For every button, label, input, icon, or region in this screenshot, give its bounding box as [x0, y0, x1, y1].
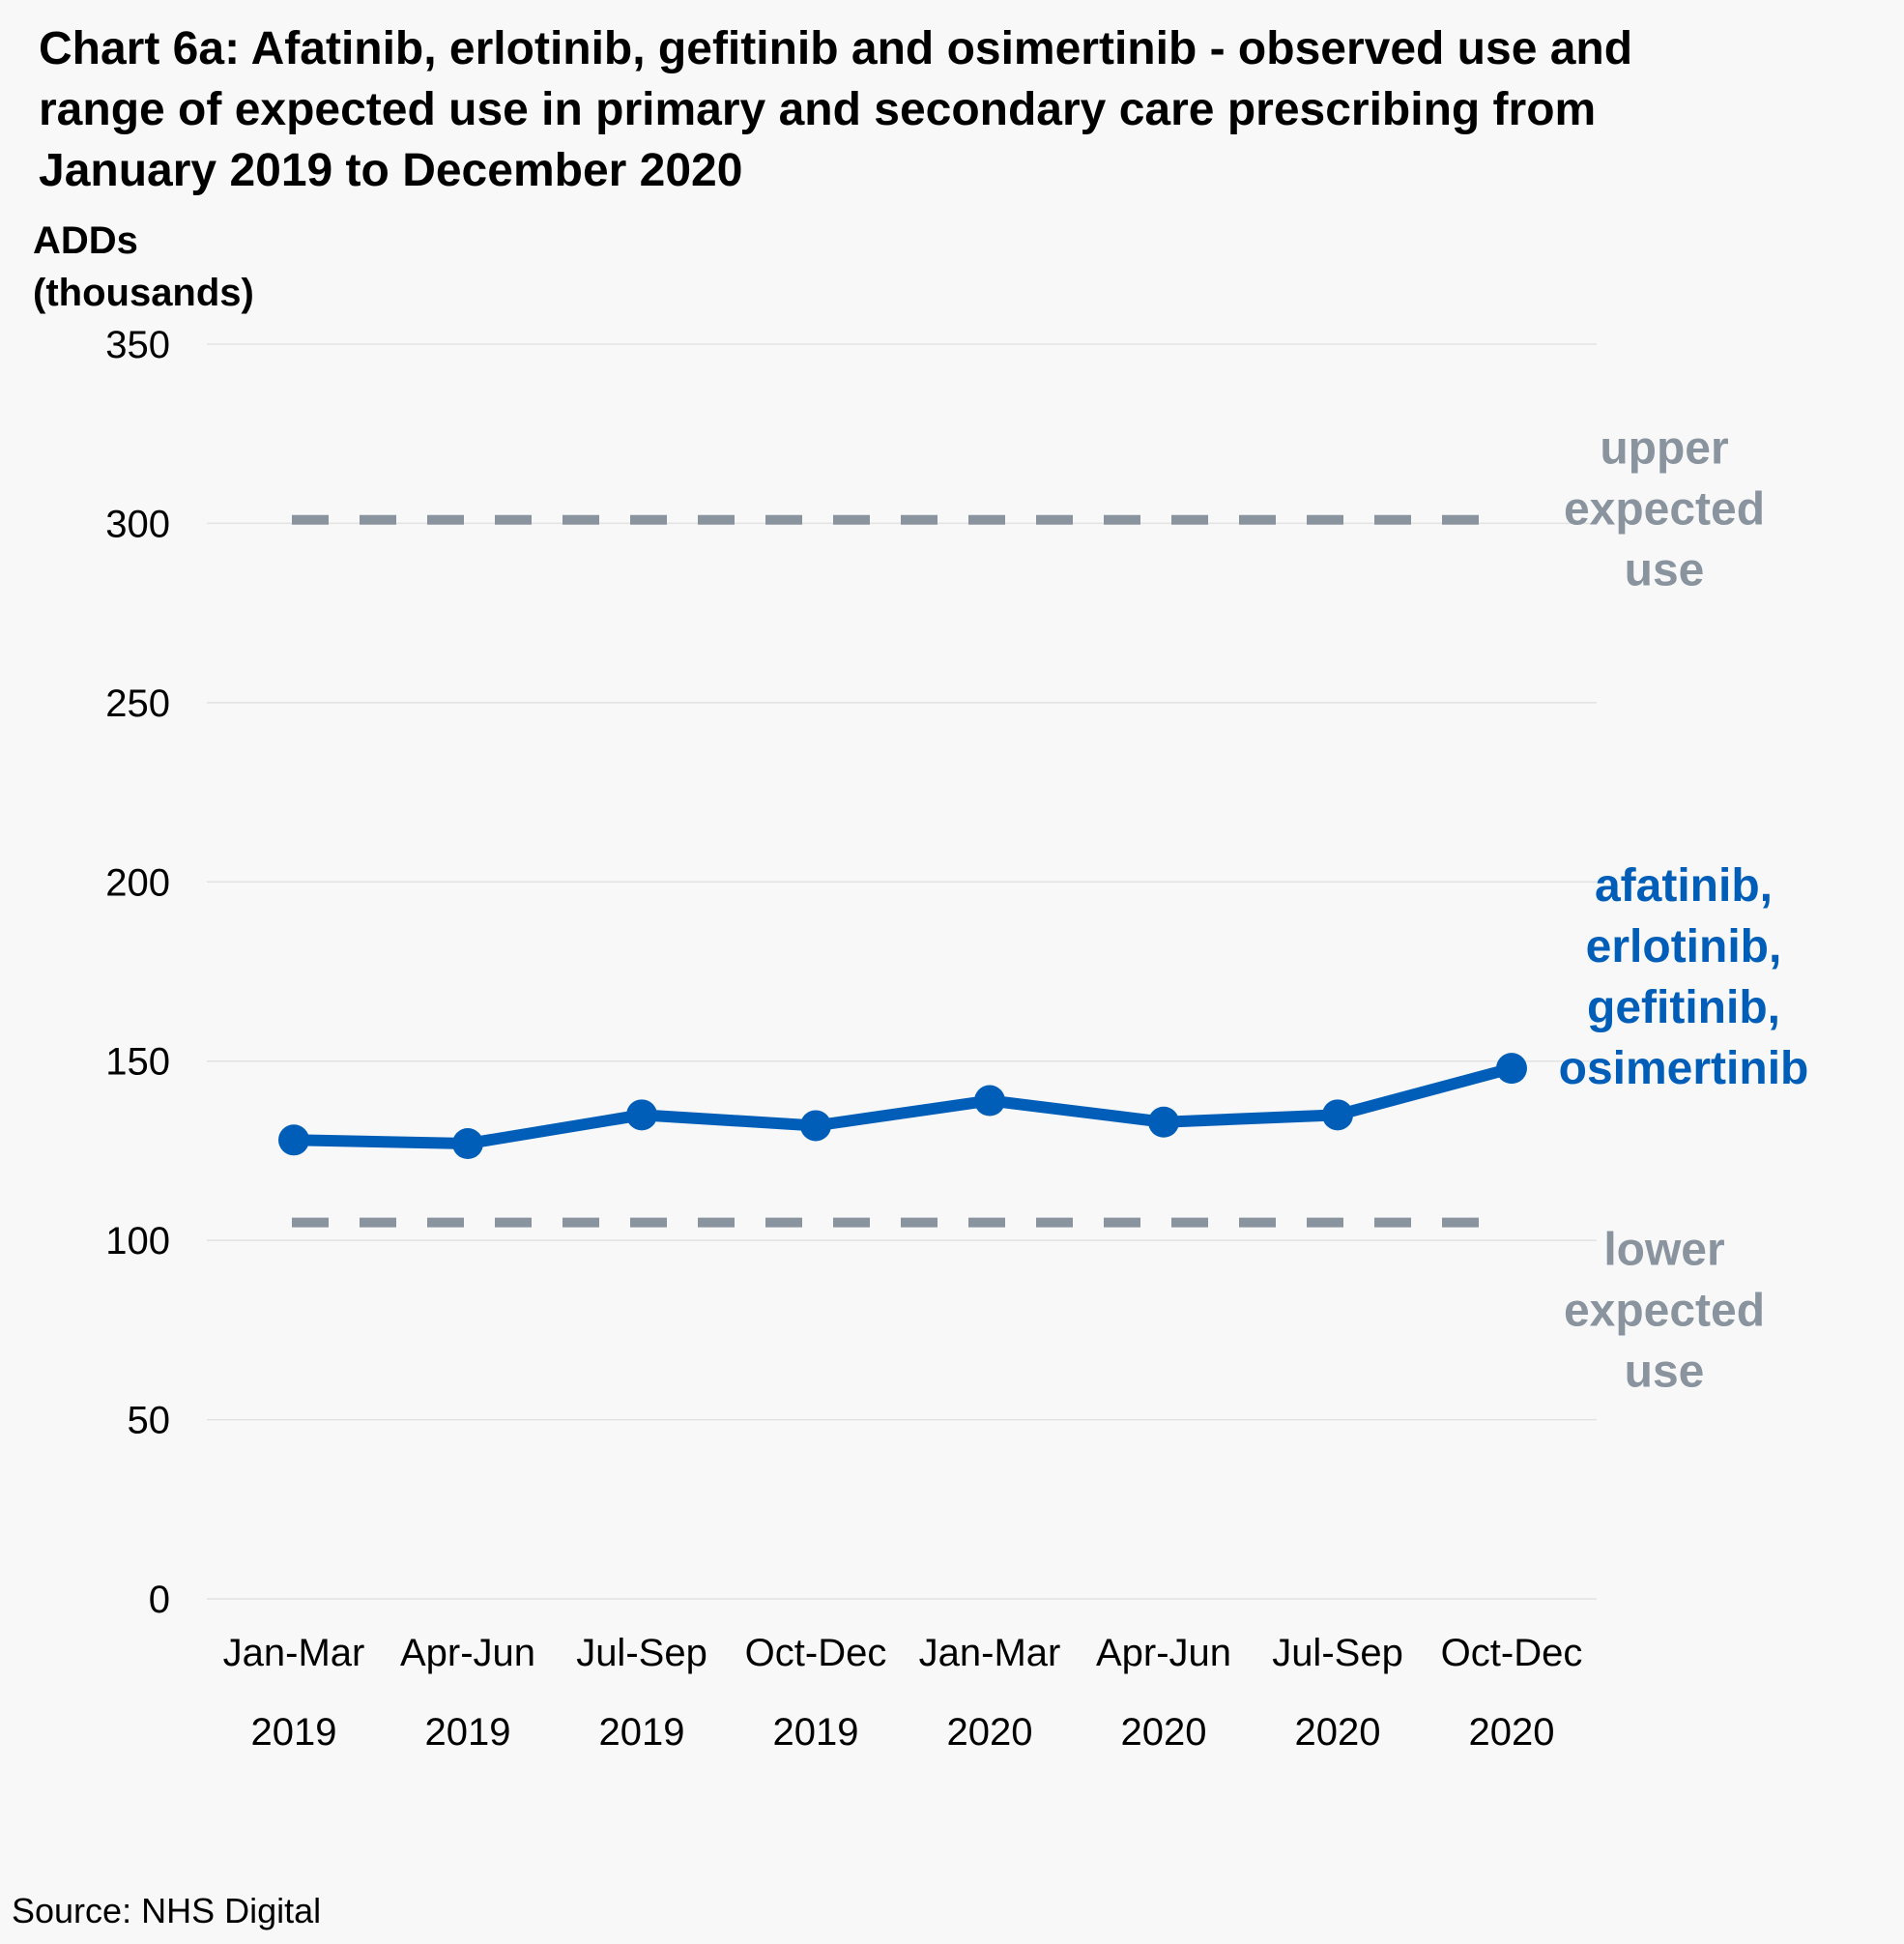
reference-line-label: expected	[1564, 1286, 1765, 1337]
series-label: afatinib,	[1595, 860, 1773, 912]
reference-line-label: use	[1625, 1347, 1705, 1398]
data-point	[1496, 1053, 1527, 1085]
x-tick-year: 2019	[599, 1711, 685, 1754]
direct-labels: upper expected use lower expected use afatinib…	[1559, 423, 1809, 1398]
x-tick-label: Jan-Mar	[919, 1632, 1061, 1674]
y-axis-label: ADDs (thousands)	[33, 219, 254, 314]
x-tick-year: 2020	[1469, 1711, 1555, 1754]
data-point	[800, 1110, 831, 1142]
y-tick-label: 200	[105, 861, 170, 904]
x-tick-year: 2020	[1295, 1711, 1381, 1754]
data-point	[278, 1124, 309, 1156]
x-tick-label: Apr-Jun	[400, 1632, 535, 1674]
x-tick-label: Jul-Sep	[1272, 1632, 1403, 1674]
x-tick-year: 2019	[251, 1711, 337, 1754]
x-tick-year: 2019	[773, 1711, 859, 1754]
y-tick-label: 300	[105, 503, 170, 545]
source-note: Source: NHS Digital	[12, 1891, 321, 1930]
y-axis-ticks: 0 50 100 150 200 250 300 350	[105, 324, 170, 1621]
gridlines	[207, 343, 1597, 1600]
reference-line-label: lower	[1603, 1225, 1724, 1276]
y-tick-label: 0	[149, 1579, 170, 1621]
series-label: osimertinib	[1559, 1043, 1809, 1094]
x-tick-label: Oct-Dec	[1441, 1632, 1583, 1674]
y-axis-label-line: ADDs	[33, 219, 138, 262]
y-axis-label-line: (thousands)	[33, 272, 254, 314]
chart-title-line: January 2019 to December 2020	[39, 145, 742, 196]
x-tick-year: 2020	[1121, 1711, 1207, 1754]
reference-line-label: expected	[1564, 484, 1765, 536]
x-tick-label: Apr-Jun	[1096, 1632, 1231, 1674]
y-tick-label: 350	[105, 324, 170, 366]
x-tick-label: Oct-Dec	[745, 1632, 887, 1674]
series-layer	[278, 1053, 1527, 1160]
data-point	[626, 1099, 657, 1131]
x-tick-year: 2020	[947, 1711, 1033, 1754]
data-point	[1148, 1106, 1179, 1138]
data-point	[974, 1085, 1005, 1117]
chart-title: Chart 6a: Afatinib, erlotinib, gefitinib…	[39, 23, 1632, 196]
y-tick-label: 150	[105, 1041, 170, 1084]
x-axis-ticks: Jan-Mar 2019 Apr-Jun 2019 Jul-Sep 2019 Oct-Dec…	[223, 1632, 1583, 1754]
reference-line-label: use	[1625, 545, 1705, 596]
data-point	[1322, 1099, 1353, 1131]
series-line	[288, 1062, 1517, 1150]
y-tick-label: 100	[105, 1220, 170, 1262]
chart-title-line: range of expected use in primary and sec…	[39, 84, 1596, 135]
data-point	[452, 1128, 483, 1160]
series-label: gefitinib,	[1587, 982, 1780, 1033]
y-tick-label: 50	[128, 1400, 171, 1442]
x-tick-label: Jan-Mar	[223, 1632, 365, 1674]
y-tick-label: 250	[105, 682, 170, 725]
chart-title-line: Chart 6a: Afatinib, erlotinib, gefitinib…	[39, 23, 1632, 74]
series-label: erlotinib,	[1586, 921, 1782, 972]
x-tick-year: 2019	[425, 1711, 511, 1754]
x-tick-label: Jul-Sep	[576, 1632, 707, 1674]
reference-line-label: upper	[1600, 423, 1728, 475]
